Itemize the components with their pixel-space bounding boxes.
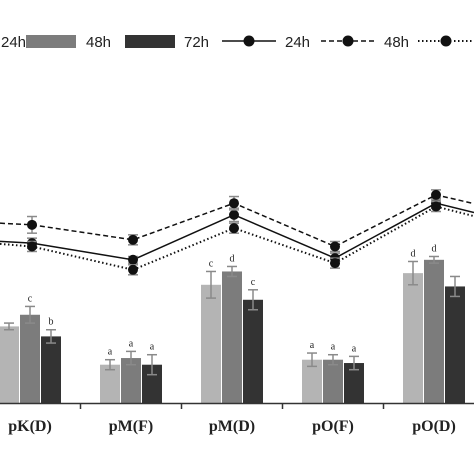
- bar-48h-pK(D): [20, 314, 40, 403]
- line-point-dotted-pM(F): [128, 264, 138, 275]
- line-point-solid-pM(D): [229, 209, 239, 220]
- line-point-dashed-pM(D): [229, 198, 239, 209]
- significance-label-48h-4: d: [432, 243, 437, 254]
- legend-swatch-bar-48h: [26, 35, 76, 48]
- bar-72h-pO(D): [445, 286, 465, 403]
- legend-marker-dashed: [342, 35, 354, 47]
- bar-72h-pK(D): [41, 336, 61, 403]
- significance-label-48h-1: a: [129, 338, 134, 349]
- legend-label-bar-72h: 72h: [184, 34, 209, 51]
- bar-24h-pO(D): [403, 273, 423, 403]
- bar-72h-pM(D): [243, 299, 263, 403]
- plot-area: a c a d c a d a d b a c a: [0, 189, 474, 403]
- bar-48h-pM(D): [222, 271, 242, 403]
- legend: 24h 48h 72h 24h 48h: [1, 34, 474, 51]
- x-tick-label-pM(D): pM(D): [209, 418, 255, 435]
- bar-48h-pO(D): [424, 259, 444, 403]
- significance-label-48h-2: d: [230, 253, 235, 264]
- significance-label-24h-2: c: [209, 258, 214, 269]
- x-axis: pK(D) pM(F) pM(D) pO(F) pO(D): [0, 402, 474, 435]
- legend-marker-solid: [243, 35, 255, 47]
- legend-marker-dotted: [440, 35, 452, 47]
- significance-label-72h-0: b: [49, 317, 54, 328]
- legend-label-line-48h: 48h: [384, 34, 409, 51]
- significance-label-48h-3: a: [331, 342, 336, 353]
- significance-label-24h-3: a: [310, 340, 315, 351]
- bar-24h-pK(D): [0, 326, 19, 403]
- line-point-dotted-pO(D): [431, 201, 441, 212]
- line-point-dashed-pM(F): [128, 234, 138, 245]
- significance-label-72h-3: a: [352, 343, 357, 354]
- x-tick-label-pK(D): pK(D): [8, 418, 52, 435]
- significance-label-48h-0: c: [28, 293, 33, 304]
- bar-48h-pO(F): [323, 359, 343, 403]
- significance-label-24h-1: a: [108, 347, 113, 358]
- legend-swatch-bar-72h: [125, 35, 175, 48]
- line-point-dashed-pO(F): [330, 241, 340, 252]
- x-tick-label-pO(F): pO(F): [312, 418, 354, 435]
- line-point-solid-pM(F): [128, 254, 138, 265]
- significance-label-24h-4: d: [411, 248, 416, 259]
- line-point-dashed-pO(D): [431, 189, 441, 200]
- bar-48h-pM(F): [121, 358, 141, 403]
- line-point-dotted-pM(D): [229, 223, 239, 234]
- x-tick-label-pO(D): pO(D): [412, 418, 456, 435]
- bar-24h-pO(F): [302, 359, 322, 403]
- legend-label-bar-24h: 24h: [1, 34, 26, 51]
- bar-24h-pM(D): [201, 284, 221, 403]
- line-point-dotted-pK(D): [27, 241, 37, 252]
- line-point-dashed-pK(D): [27, 219, 37, 230]
- legend-label-line-24h: 24h: [285, 34, 310, 51]
- legend-label-bar-48h: 48h: [86, 34, 111, 51]
- significance-label-72h-2: c: [251, 277, 256, 288]
- bar-24h-pM(F): [100, 364, 120, 403]
- significance-label-72h-1: a: [150, 342, 155, 353]
- x-tick-label-pM(F): pM(F): [109, 418, 153, 435]
- bar-72h-pO(F): [344, 363, 364, 403]
- line-point-dotted-pO(F): [330, 258, 340, 269]
